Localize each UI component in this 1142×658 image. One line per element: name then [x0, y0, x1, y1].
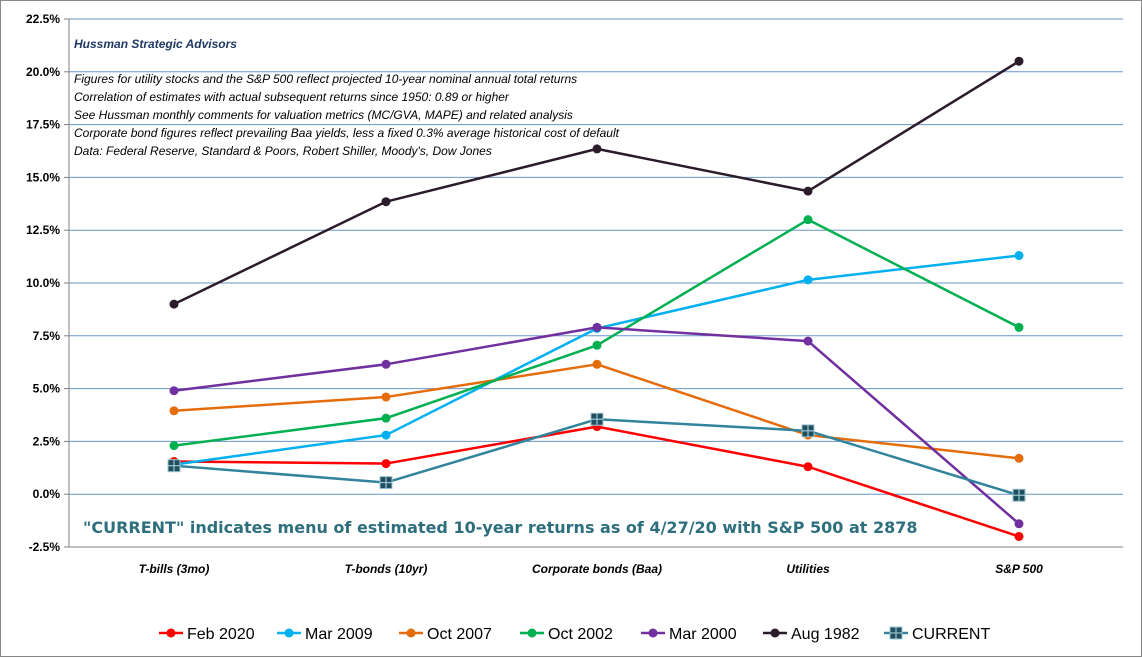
legend-label: Mar 2009	[305, 626, 373, 643]
y-tick-label: 2.5%	[33, 434, 61, 448]
y-tick-label: 10.0%	[26, 276, 60, 290]
data-point	[803, 275, 813, 285]
data-point	[1014, 322, 1024, 332]
note-line: See Hussman monthly comments for valuati…	[74, 108, 573, 122]
legend-marker	[770, 628, 780, 638]
note-line: Data: Federal Reserve, Standard & Poors,…	[74, 144, 492, 158]
data-point	[803, 462, 813, 472]
data-point	[803, 215, 813, 225]
y-tick-label: 12.5%	[26, 223, 60, 237]
legend-marker	[527, 628, 537, 638]
data-point	[592, 144, 602, 154]
series-group	[167, 56, 1026, 541]
note-line: Correlation of estimates with actual sub…	[74, 90, 510, 104]
x-category-label: T-bonds (10yr)	[345, 562, 428, 576]
y-tick-label: 17.5%	[26, 118, 60, 132]
data-point	[803, 186, 813, 196]
data-point	[381, 459, 391, 469]
note-line: Corporate bond figures reflect prevailin…	[74, 126, 620, 140]
legend: Feb 2020 Mar 2009 Oct 2007 Oct 2002 Mar 2000…	[159, 626, 990, 643]
legend-marker	[406, 628, 416, 638]
data-point	[592, 340, 602, 350]
series-current	[167, 412, 1026, 502]
data-point	[803, 336, 813, 346]
x-category-label: Corporate bonds (Baa)	[532, 562, 662, 576]
plot-axes	[64, 18, 1123, 548]
series-mar-2000	[169, 322, 1024, 529]
y-axis-ticks: -2.5% 0.0% 2.5% 5.0% 7.5% 10.0% 12.5% 15.0% 17.5…	[26, 12, 60, 554]
y-tick-label: 22.5%	[26, 12, 60, 26]
legend-marker	[284, 628, 294, 638]
annotation-block: Hussman Strategic Advisors Figures for u…	[74, 37, 620, 158]
data-point	[1014, 251, 1024, 261]
data-point	[592, 359, 602, 369]
x-axis-categories: T-bills (3mo) T-bonds (10yr) Corporate bon…	[139, 562, 1043, 576]
legend-label: Feb 2020	[187, 626, 255, 643]
data-point	[381, 392, 391, 402]
legend-item: Oct 2007	[399, 626, 492, 643]
y-tick-label: 20.0%	[26, 65, 60, 79]
legend-item: Mar 2009	[277, 626, 373, 643]
legend-label: Oct 2007	[427, 626, 492, 643]
data-point	[169, 386, 179, 396]
legend-item: Mar 2000	[641, 626, 737, 643]
legend-item: Aug 1982	[763, 626, 860, 643]
data-point	[169, 299, 179, 309]
data-point	[381, 359, 391, 369]
legend-marker	[648, 628, 658, 638]
x-category-label: S&P 500	[995, 562, 1043, 576]
series-line	[173, 363, 1020, 460]
legend-item: CURRENT	[884, 626, 990, 643]
series-oct-2007	[169, 359, 1024, 463]
legend-item: Feb 2020	[159, 626, 255, 643]
data-point	[1014, 56, 1024, 66]
legend-item: Oct 2002	[520, 626, 613, 643]
data-point	[169, 406, 179, 416]
x-category-label: Utilities	[786, 562, 830, 576]
data-point	[381, 197, 391, 207]
series-oct-2002	[169, 215, 1024, 451]
data-point	[1014, 453, 1024, 463]
legend-label: Oct 2002	[548, 626, 613, 643]
data-point	[1014, 531, 1024, 541]
y-tick-label: -2.5%	[29, 540, 61, 554]
legend-marker	[166, 628, 176, 638]
x-category-label: T-bills (3mo)	[139, 562, 210, 576]
source-label: Hussman Strategic Advisors	[74, 37, 237, 51]
data-point	[381, 430, 391, 440]
current-banner: "CURRENT" indicates menu of estimated 10…	[83, 518, 918, 537]
y-tick-label: 0.0%	[33, 487, 61, 501]
legend-label: CURRENT	[912, 626, 990, 643]
y-tick-label: 5.0%	[33, 382, 61, 396]
series-aug-1982	[169, 56, 1024, 309]
data-point	[169, 441, 179, 451]
legend-label: Mar 2000	[669, 626, 737, 643]
note-line: Figures for utility stocks and the S&P 5…	[74, 72, 577, 86]
data-point	[592, 322, 602, 332]
y-tick-label: 7.5%	[33, 329, 61, 343]
data-point	[381, 413, 391, 423]
y-tick-label: 15.0%	[26, 170, 60, 184]
legend-label: Aug 1982	[791, 626, 860, 643]
data-point	[1014, 519, 1024, 529]
gridlines	[69, 18, 1123, 495]
